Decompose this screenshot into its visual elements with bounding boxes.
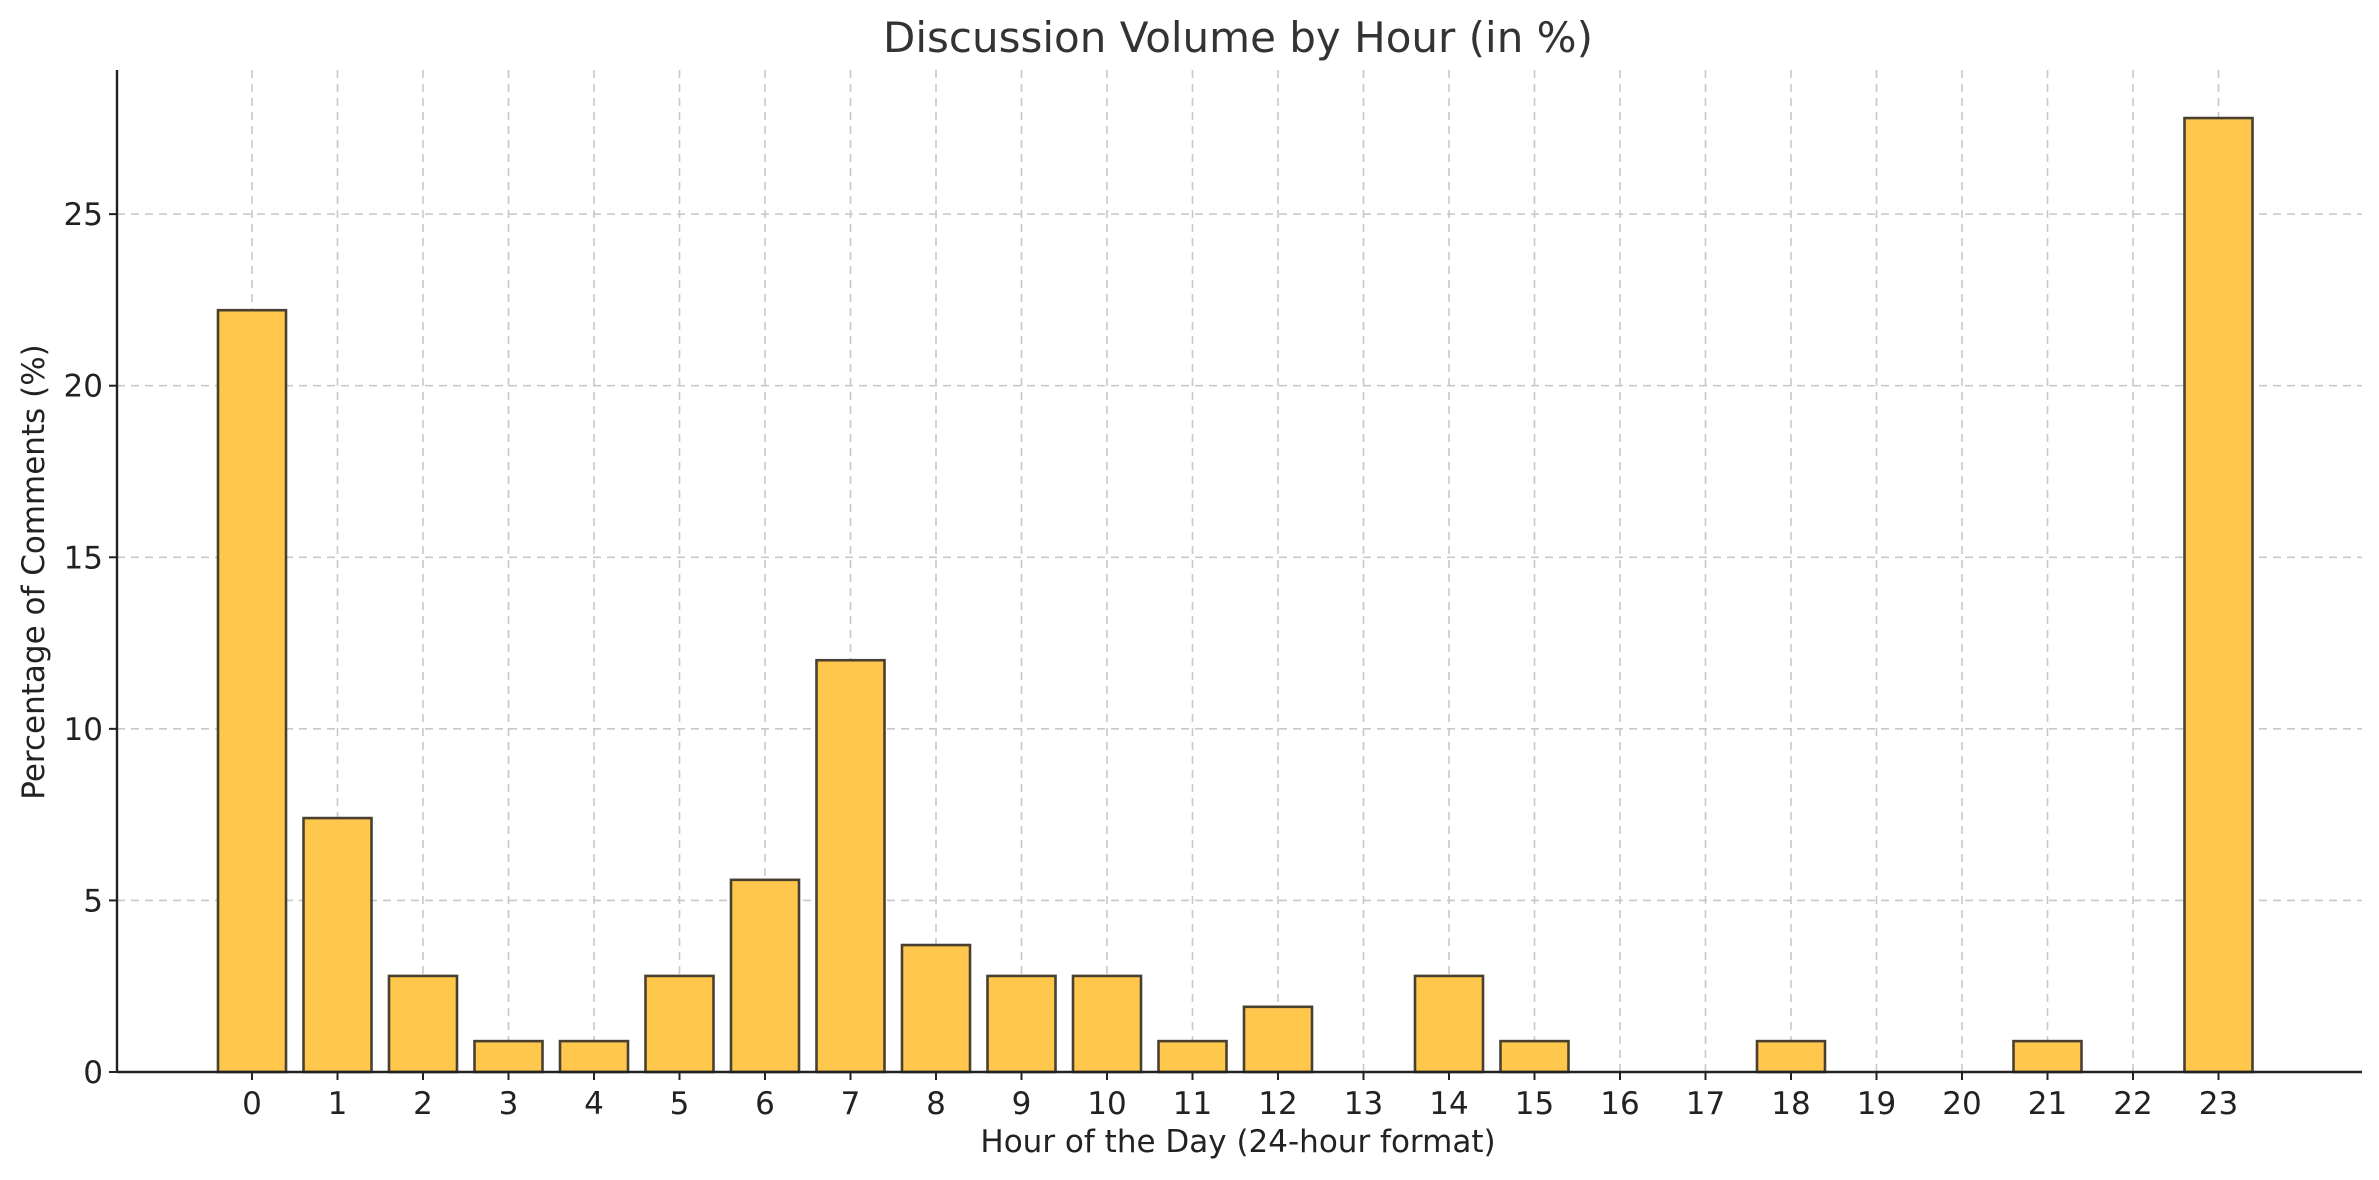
x-tick-label: 15 xyxy=(1515,1086,1554,1122)
bar-hour-0 xyxy=(216,308,288,1074)
x-tick-label: 21 xyxy=(2028,1086,2067,1122)
axes xyxy=(115,70,2362,1074)
x-axis-label: Hour of the Day (24-hour format) xyxy=(980,1124,1495,1160)
bar-hour-12 xyxy=(1242,1005,1314,1074)
x-tick-label: 2 xyxy=(413,1086,433,1122)
bar-hour-7 xyxy=(815,658,886,1074)
x-tick-label: 11 xyxy=(1173,1086,1212,1122)
x-tick-label: 16 xyxy=(1600,1086,1639,1122)
y-tick-label: 10 xyxy=(64,712,103,748)
y-tick-label: 5 xyxy=(83,883,103,919)
x-tick-label: 9 xyxy=(1012,1086,1032,1122)
y-tick-labels: 0 5 10 15 20 25 xyxy=(64,197,117,1091)
bar-hour-2 xyxy=(387,974,459,1074)
bars xyxy=(216,116,2254,1074)
x-tick-label: 17 xyxy=(1686,1086,1725,1122)
bar-hour-15 xyxy=(1499,1039,1570,1074)
y-tick-label: 25 xyxy=(64,197,103,233)
x-tick-label: 4 xyxy=(584,1086,604,1122)
x-tick-label: 7 xyxy=(841,1086,861,1122)
x-tick-label: 14 xyxy=(1429,1086,1468,1122)
y-tick-label: 15 xyxy=(64,540,103,576)
bar-hour-21 xyxy=(2012,1039,2083,1074)
x-tick-label: 1 xyxy=(328,1086,348,1122)
y-tick-label: 20 xyxy=(64,369,103,405)
x-tick-label: 6 xyxy=(755,1086,775,1122)
x-tick-labels: 0 1 2 3 4 5 6 7 8 9 10 11 12 13 14 15 16 17 18 19 20 21 22 23 xyxy=(242,1072,2238,1122)
x-tick-label: 22 xyxy=(2113,1086,2152,1122)
y-axis-label: Percentage of Comments (%) xyxy=(16,344,52,800)
bar-hour-8 xyxy=(900,943,972,1074)
x-tick-label: 19 xyxy=(1857,1086,1896,1122)
bar-hour-18 xyxy=(1755,1039,1827,1074)
x-tick-label: 20 xyxy=(1942,1086,1981,1122)
chart-title: Discussion Volume by Hour (in %) xyxy=(883,13,1593,62)
bar-hour-10 xyxy=(1071,974,1143,1074)
bar-hour-14 xyxy=(1413,974,1485,1074)
x-tick-label: 8 xyxy=(926,1086,946,1122)
x-tick-label: 3 xyxy=(499,1086,519,1122)
bar-hour-11 xyxy=(1157,1039,1228,1074)
x-tick-label: 12 xyxy=(1258,1086,1297,1122)
bar-hour-4 xyxy=(558,1039,630,1074)
x-tick-label: 18 xyxy=(1771,1086,1810,1122)
bar-hour-3 xyxy=(473,1039,544,1074)
bar-hour-1 xyxy=(302,816,373,1074)
bar-hour-23 xyxy=(2183,116,2254,1074)
grid-lines xyxy=(117,70,2362,1072)
bar-hour-9 xyxy=(986,974,1057,1074)
y-tick-label: 0 xyxy=(83,1055,103,1091)
bar-hour-6 xyxy=(729,878,801,1074)
x-tick-label: 10 xyxy=(1087,1086,1126,1122)
x-tick-label: 5 xyxy=(670,1086,690,1122)
bar-hour-5 xyxy=(644,974,715,1074)
x-tick-label: 23 xyxy=(2199,1086,2238,1122)
x-tick-label: 0 xyxy=(242,1086,262,1122)
x-tick-label: 13 xyxy=(1344,1086,1383,1122)
